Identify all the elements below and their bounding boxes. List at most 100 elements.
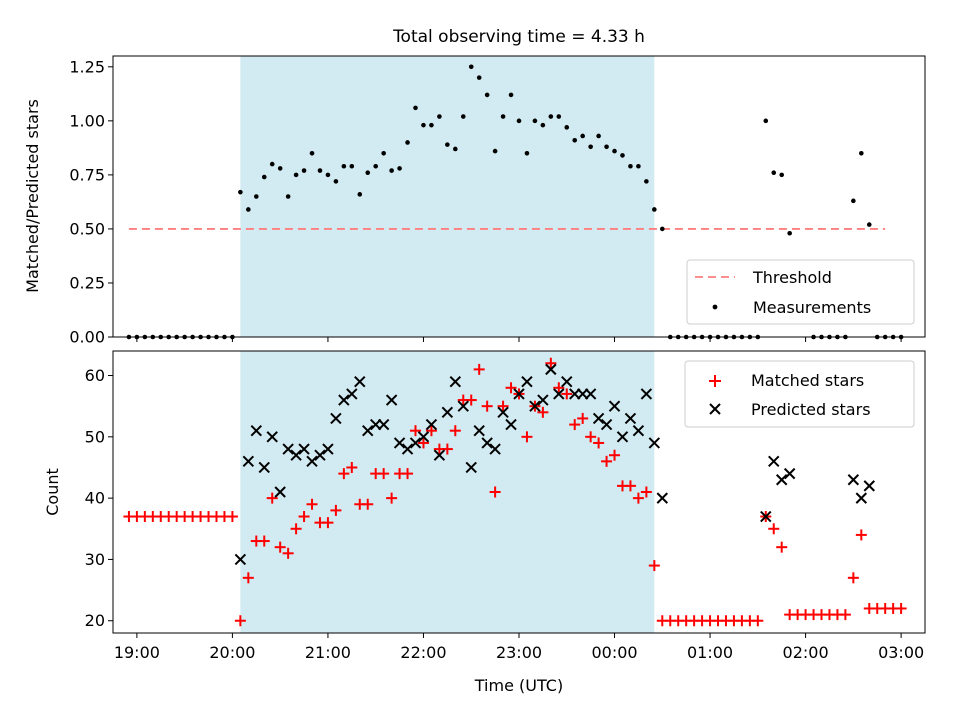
measurement-point — [357, 192, 363, 197]
predicted-star-point — [521, 375, 533, 388]
measurement-point — [866, 222, 872, 227]
measurement-point — [763, 118, 769, 124]
bottom-y-label: Count — [43, 468, 62, 516]
matched-star-point — [274, 541, 286, 553]
predicted-star-point — [473, 424, 485, 437]
measurement-point — [508, 92, 514, 98]
predicted-star-point — [441, 406, 454, 419]
predicted-star-point — [433, 449, 446, 461]
measurement-point — [636, 163, 641, 169]
top-y-label: Matched/Predicted stars — [23, 99, 42, 293]
predicted-star-point — [362, 424, 374, 437]
matched-star-point — [402, 468, 414, 480]
measurement-point — [301, 168, 307, 173]
matched-star-point — [585, 431, 597, 443]
predicted-star-point — [409, 437, 422, 449]
measurement-point — [429, 122, 434, 128]
measurement-point — [588, 144, 593, 150]
measurement-point — [787, 230, 792, 236]
matched-star-point — [505, 382, 517, 394]
matched-star-point — [449, 425, 461, 437]
matched-star-point — [258, 535, 270, 547]
y-tick-label: 0.75 — [69, 165, 105, 184]
matched-star-point — [322, 517, 334, 529]
matched-star-point — [752, 615, 764, 627]
predicted-star-point — [266, 431, 278, 443]
x-tick-label: 20:00 — [209, 643, 255, 662]
measurement-point — [413, 105, 418, 111]
top-panel: 0.00 0.25 0.50 0.75 1.00 1.25 Matched/Predict… — [23, 55, 926, 347]
matched-star-point — [330, 504, 342, 516]
measurement-point — [484, 92, 490, 98]
measurement-point — [397, 166, 402, 171]
measurement-point — [389, 168, 394, 173]
matched-star-point — [346, 461, 358, 473]
predicted-star-point — [338, 394, 350, 406]
x-tick-label: 00:00 — [591, 643, 637, 662]
measurement-point — [341, 163, 347, 169]
predicted-star-point — [632, 424, 645, 437]
measurement-point — [476, 75, 482, 80]
measurement-point — [445, 142, 450, 147]
measurement-point — [293, 172, 299, 178]
y-tick-label: 40 — [85, 489, 105, 508]
y-tick-label: 20 — [85, 611, 105, 630]
matched-star-point — [776, 541, 788, 553]
matched-star-point — [640, 486, 652, 498]
predicted-star-point — [760, 510, 772, 523]
measurement-point — [381, 150, 386, 156]
measurement-point — [317, 168, 323, 173]
measurement-point — [564, 125, 570, 130]
legend-measurements-swatch — [712, 304, 718, 310]
measurement-point — [532, 118, 538, 124]
matched-star-point — [481, 400, 493, 412]
measurement-point — [269, 161, 275, 167]
matched-star-point — [521, 431, 533, 443]
measurement-point — [492, 148, 498, 154]
measurement-point — [373, 163, 379, 169]
measurement-point — [644, 179, 649, 184]
y-tick-label: 60 — [85, 366, 105, 385]
top-y-axis: 0.00 0.25 0.50 0.75 1.00 1.25 — [69, 57, 113, 347]
matched-star-point — [290, 523, 302, 535]
matched-star-point — [489, 486, 501, 498]
measurement-point — [851, 198, 856, 204]
measurement-point — [612, 148, 617, 154]
matched-star-point — [282, 547, 294, 559]
predicted-star-point — [258, 461, 270, 474]
measurement-point — [604, 144, 609, 150]
predicted-star-point — [465, 461, 477, 474]
measurement-point — [516, 118, 522, 124]
predicted-star-point — [290, 449, 302, 461]
predicted-star-point — [529, 400, 541, 412]
predicted-star-point — [377, 418, 390, 431]
matched-star-point — [266, 492, 278, 504]
measurement-point — [628, 163, 633, 169]
matched-star-point — [593, 437, 605, 449]
chart-title: Total observing time = 4.33 h — [392, 27, 645, 47]
measurement-point — [309, 150, 315, 156]
x-tick-label: 23:00 — [496, 643, 542, 662]
legend-measurements-label: Measurements — [753, 298, 871, 317]
matched-star-point — [577, 412, 589, 424]
predicted-star-point — [497, 406, 509, 419]
measurement-point — [405, 140, 410, 145]
top-x-ticks — [136, 337, 902, 342]
measurement-point — [580, 133, 585, 139]
matched-star-point — [473, 363, 485, 375]
matched-star-point — [425, 425, 437, 437]
matched-star-point — [338, 468, 350, 480]
predicted-star-point — [561, 375, 573, 388]
predicted-star-point — [481, 437, 493, 449]
top-legend-box — [686, 259, 915, 325]
matched-star-point — [234, 615, 246, 627]
legend-matched-swatch — [709, 375, 721, 387]
matched-star-point — [839, 609, 851, 621]
predicted-star-point — [600, 418, 613, 431]
matched-star-point — [648, 560, 660, 572]
predicted-star-point — [545, 363, 557, 376]
predicted-star-point — [640, 388, 653, 400]
measurement-point — [859, 150, 864, 156]
predicted-star-point — [354, 375, 366, 388]
y-tick-label: 0.50 — [69, 219, 105, 238]
